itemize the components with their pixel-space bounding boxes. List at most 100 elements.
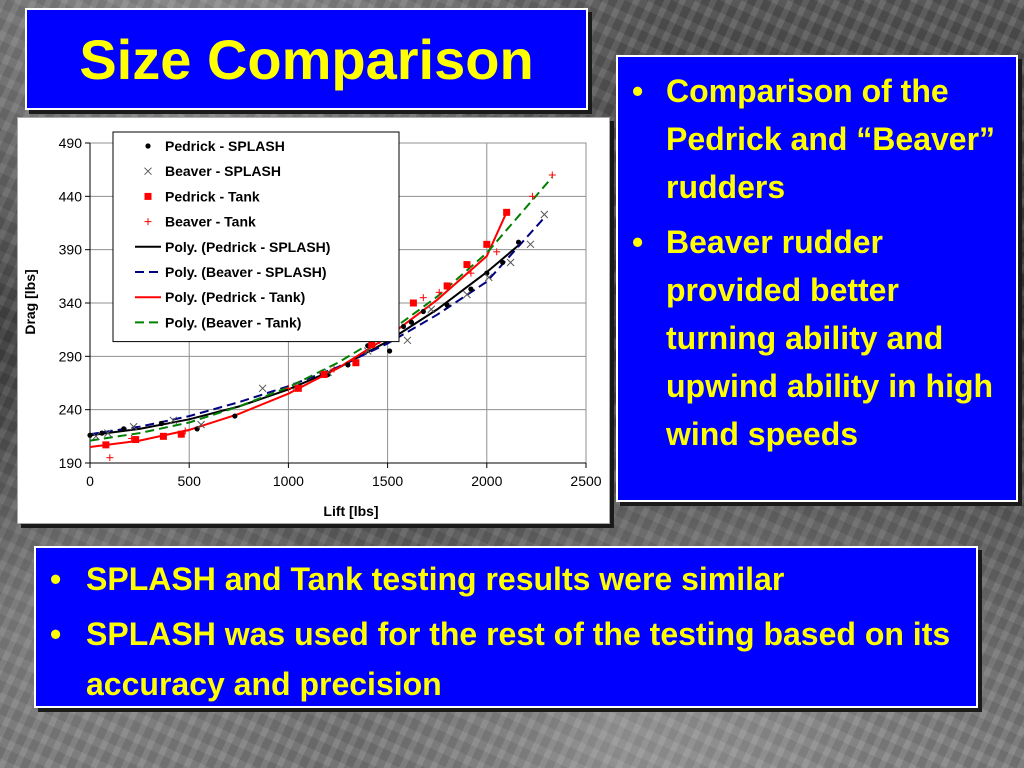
x-stroke xyxy=(540,210,549,219)
data-point-2 xyxy=(294,384,302,392)
data-point-2 xyxy=(443,282,451,290)
y-tick-label: 390 xyxy=(59,242,83,258)
x-stroke xyxy=(169,416,178,425)
legend-box xyxy=(112,131,400,343)
data-point-2 xyxy=(503,208,511,216)
chart-legend: Pedrick - SPLASH Beaver - SPLASH Pedrick -… xyxy=(112,131,400,343)
legend-marker-swatch xyxy=(144,218,152,226)
x-tick-label: 1000 xyxy=(273,473,304,489)
x-stroke xyxy=(403,336,412,345)
x-stroke xyxy=(104,429,112,437)
data-point-3 xyxy=(284,384,292,392)
data-point-3 xyxy=(106,454,114,462)
title-panel: Size Comparison xyxy=(25,8,588,110)
x-stroke xyxy=(506,258,515,267)
bullet-text: Beaver rudder provided better turning ab… xyxy=(666,224,994,452)
data-point-0 xyxy=(99,430,105,436)
data-point-3 xyxy=(467,269,475,277)
slide-title: Size Comparison xyxy=(79,27,534,91)
fit-line-5 xyxy=(89,217,546,436)
data-point-0 xyxy=(87,432,93,438)
right-text-panel: • Comparison of the Pedrick and “Beaver”… xyxy=(616,55,1018,502)
legend-marker-swatch xyxy=(144,192,152,200)
x-stroke xyxy=(363,347,372,355)
data-point-3 xyxy=(419,294,427,302)
y-tick-label: 340 xyxy=(59,295,83,311)
data-point-0 xyxy=(345,362,351,368)
x-stroke xyxy=(197,420,205,429)
x-tick-label: 500 xyxy=(178,473,202,489)
data-point-2 xyxy=(159,432,167,440)
legend-entry: Poly. (Pedrick - Tank) xyxy=(165,289,305,305)
x-stroke xyxy=(526,240,535,249)
bullet-icon: • xyxy=(632,224,644,260)
y-tick-label: 290 xyxy=(59,348,83,364)
data-point-0 xyxy=(420,308,426,315)
data-point-3 xyxy=(330,365,338,373)
data-point-0 xyxy=(500,259,506,266)
data-point-1 xyxy=(92,432,100,441)
data-point-0 xyxy=(158,420,165,427)
list-item: • SPLASH was used for the rest of the te… xyxy=(50,609,970,709)
data-point-3 xyxy=(548,171,556,179)
data-point-0 xyxy=(444,302,450,308)
data-point-0 xyxy=(232,413,238,419)
fit-line-4 xyxy=(89,244,520,437)
data-point-3 xyxy=(128,434,136,442)
data-point-1 xyxy=(197,420,205,429)
legend-entry: Poly. (Beaver - Tank) xyxy=(165,314,301,330)
data-point-2 xyxy=(483,240,491,248)
right-bullet-list: • Comparison of the Pedrick and “Beaver”… xyxy=(632,67,1010,465)
bottom-bullet-list: • SPLASH and Tank testing results were s… xyxy=(50,554,970,714)
data-point-2 xyxy=(463,261,471,269)
chart-axes: 0 500 1000 1500 2000 2500 190 240 290 340 390 440 49… xyxy=(59,135,602,489)
fit-line-7 xyxy=(89,176,554,442)
data-point-2 xyxy=(132,436,140,444)
data-point-0 xyxy=(121,426,127,432)
data-point-3 xyxy=(493,248,501,256)
bullet-icon: • xyxy=(632,73,644,109)
data-point-1 xyxy=(463,290,471,299)
data-point-1 xyxy=(427,305,436,314)
data-point-0 xyxy=(408,319,415,325)
data-point-3 xyxy=(181,427,189,435)
legend-entry: Beaver - SPLASH xyxy=(165,163,281,179)
x-tick-label: 2000 xyxy=(471,473,502,489)
data-point-1 xyxy=(540,210,549,219)
list-item: • SPLASH and Tank testing results were s… xyxy=(50,554,970,604)
x-stroke xyxy=(484,273,493,282)
data-point-2 xyxy=(409,299,417,307)
data-point-0 xyxy=(468,286,474,292)
data-point-1 xyxy=(104,429,112,437)
y-tick-label: 240 xyxy=(59,402,83,418)
legend-entry: Poly. (Pedrick - SPLASH) xyxy=(165,239,330,255)
drag-vs-lift-chart: 0 500 1000 1500 2000 2500 190 240 290 340 390 440 49… xyxy=(22,131,602,519)
legend-entry: Beaver - Tank xyxy=(165,214,256,230)
data-point-0 xyxy=(515,239,522,245)
data-point-3 xyxy=(435,288,443,296)
legend-entry: Poly. (Beaver - SPLASH) xyxy=(165,264,327,280)
bullet-text: SPLASH and Tank testing results were sim… xyxy=(86,561,785,597)
bullet-text: SPLASH was used for the rest of the test… xyxy=(86,616,951,702)
x-stroke xyxy=(427,305,436,314)
data-point-2 xyxy=(352,359,360,367)
bottom-text-panel: • SPLASH and Tank testing results were s… xyxy=(34,546,978,708)
data-point-2 xyxy=(177,430,185,438)
data-point-2 xyxy=(368,341,376,349)
x-tick-label: 2500 xyxy=(570,473,601,489)
x-stroke xyxy=(463,290,471,299)
data-point-0 xyxy=(400,323,407,330)
fit-lines xyxy=(89,176,554,448)
data-point-0 xyxy=(386,348,393,354)
x-axis-label: Lift [lbs] xyxy=(323,503,378,519)
y-tick-label: 440 xyxy=(59,188,83,204)
data-point-1 xyxy=(403,336,412,345)
x-stroke xyxy=(92,432,100,441)
y-tick-label: 490 xyxy=(59,135,83,151)
data-point-1 xyxy=(526,240,535,249)
bullet-icon: • xyxy=(50,616,62,652)
legend-entry: Pedrick - SPLASH xyxy=(165,138,285,154)
x-stroke xyxy=(144,167,152,176)
data-point-1 xyxy=(484,273,493,282)
data-point-2 xyxy=(102,441,110,449)
